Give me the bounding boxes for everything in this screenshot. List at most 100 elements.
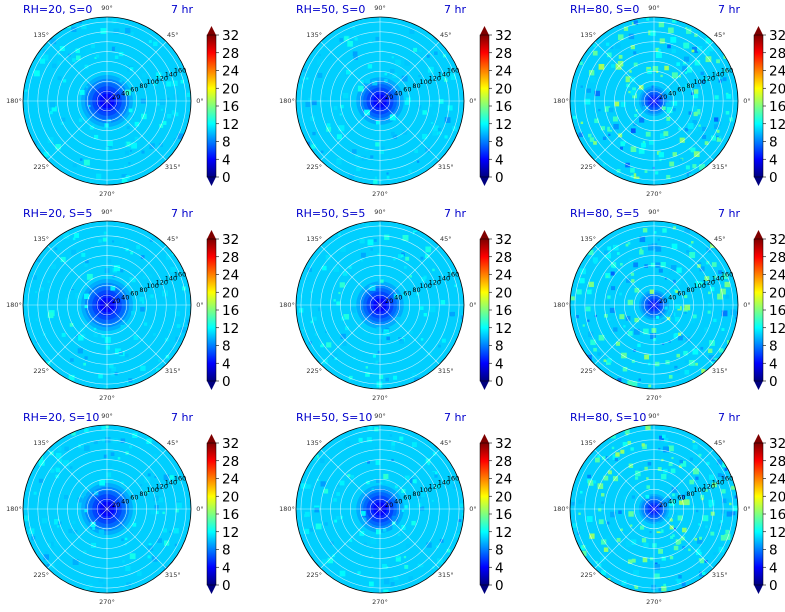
field-cell <box>655 171 659 175</box>
field-cell <box>390 582 395 586</box>
field-cell <box>693 111 698 117</box>
grid-spoke <box>653 508 714 569</box>
field-cell <box>162 276 168 282</box>
field-cell <box>367 425 373 431</box>
colorbar-tick-label: 4 <box>769 356 778 372</box>
field-cell <box>718 546 725 553</box>
field-cell <box>442 54 447 58</box>
radial-tick-label: 20 <box>659 501 667 509</box>
field-cell <box>176 502 182 509</box>
field-cell <box>663 446 669 453</box>
field-cell <box>641 443 645 447</box>
angle-tick-label: 270° <box>646 598 662 606</box>
field-cell <box>657 467 662 471</box>
field-cell <box>714 117 719 122</box>
angle-tick-label: 270° <box>372 598 388 606</box>
field-cell <box>365 223 369 228</box>
colorbar-gradient <box>207 443 216 585</box>
field-cell <box>149 325 153 329</box>
field-cell <box>311 100 317 106</box>
field-cell <box>622 366 628 372</box>
field-cell <box>70 358 74 362</box>
polar-panel: 20 40 60 801001201401600°45°90°135°180°225°… <box>553 3 785 198</box>
field-cell <box>665 102 672 109</box>
field-cell <box>35 340 38 343</box>
field-cell <box>105 17 110 22</box>
field-cell <box>620 528 623 531</box>
field-cell <box>409 330 413 334</box>
field-cell <box>147 555 151 559</box>
field-cell <box>704 141 709 145</box>
field-cell <box>394 86 398 90</box>
field-cell <box>668 461 673 466</box>
angle-tick-label: 180° <box>279 301 295 309</box>
field-cell <box>611 64 615 68</box>
grid-spoke <box>320 245 381 306</box>
field-cell <box>119 51 124 57</box>
radial-tick-label: 160 <box>174 67 186 75</box>
field-cell <box>716 137 722 142</box>
field-cell <box>420 338 424 341</box>
radial-tick-label: 80 <box>686 286 694 294</box>
field-cell <box>677 335 683 341</box>
field-cell <box>603 475 609 481</box>
field-cell <box>597 455 601 459</box>
grid-spoke <box>320 449 381 510</box>
field-cell <box>25 89 28 92</box>
angle-tick-label: 45° <box>440 235 452 243</box>
field-cell <box>613 327 618 332</box>
field-cell <box>593 347 597 352</box>
field-cell <box>721 489 726 494</box>
field-cell <box>64 446 69 452</box>
field-cell <box>84 304 88 309</box>
field-cell <box>126 126 130 130</box>
field-cell <box>72 520 76 524</box>
field-cell <box>367 239 374 246</box>
field-cell <box>667 516 670 519</box>
field-cell <box>323 488 329 494</box>
radial-tick-label: 100 <box>419 282 431 290</box>
field-cell <box>695 549 702 556</box>
field-cell <box>54 247 58 251</box>
field-cell <box>710 531 715 536</box>
field-cell <box>674 368 680 374</box>
angle-tick-label: 0° <box>196 301 203 309</box>
radial-tick-label: 60 <box>130 494 138 502</box>
colorbar-tick-label: 0 <box>769 374 778 390</box>
field-cell <box>158 359 161 362</box>
colorbar-tick-label: 8 <box>495 339 504 355</box>
field-cell <box>382 528 387 532</box>
field-cell <box>684 311 687 314</box>
colorbar-tick-label: 4 <box>769 152 778 168</box>
angle-tick-label: 45° <box>714 31 726 39</box>
field-cell <box>68 528 73 534</box>
field-cell <box>685 165 690 170</box>
field-cell <box>392 134 398 140</box>
field-cell <box>315 523 322 530</box>
field-cell <box>458 519 462 522</box>
field-cell <box>654 564 661 570</box>
colorbar-tick-label: 24 <box>222 268 239 284</box>
field-cell <box>735 317 738 320</box>
colorbar-tick-label: 20 <box>495 489 512 505</box>
field-cell <box>669 525 674 530</box>
field-cell <box>582 324 585 327</box>
field-cell <box>631 22 636 26</box>
field-cell <box>72 58 76 62</box>
field-cell <box>359 531 365 536</box>
colorbar-tick-label: 28 <box>769 250 785 266</box>
field-cell <box>111 240 115 243</box>
field-cell <box>403 555 407 559</box>
field-cell <box>448 269 453 274</box>
field-cell <box>598 508 602 512</box>
field-cell <box>408 169 412 174</box>
colorbar-tick-label: 12 <box>222 525 239 541</box>
field-cell <box>722 268 726 271</box>
field-cell <box>84 509 88 513</box>
field-cell <box>647 425 651 427</box>
field-cell <box>601 539 607 545</box>
field-cell <box>78 444 82 448</box>
grid-spoke <box>47 449 108 510</box>
field-cell <box>675 290 679 293</box>
field-cell <box>393 258 396 261</box>
